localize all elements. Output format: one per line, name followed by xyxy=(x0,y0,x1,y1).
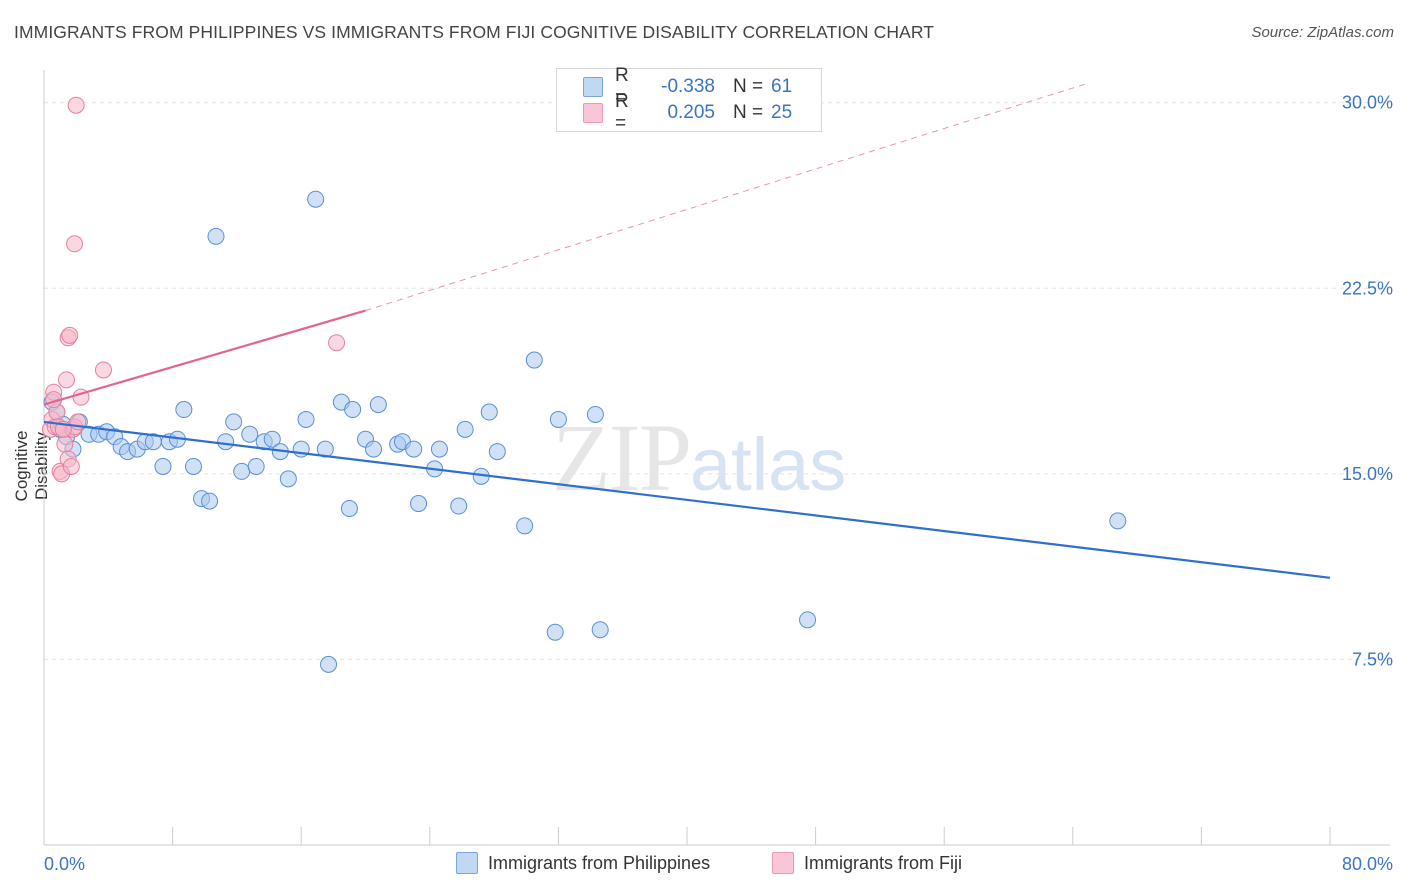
bottom-legend-label-philippines: Immigrants from Philippines xyxy=(488,852,711,873)
x-tick-label: 0.0% xyxy=(44,854,85,874)
watermark-zip: ZIP xyxy=(552,404,692,511)
fiji-point xyxy=(58,371,76,389)
philippines-point xyxy=(316,440,334,458)
philippines-point xyxy=(297,410,315,428)
philippines-point xyxy=(217,433,235,451)
y-tick-label: 22.5% xyxy=(1342,278,1393,298)
legend-r-label: R = xyxy=(615,65,629,108)
philippines-trendline xyxy=(43,420,1331,579)
legend-n-value: 25 xyxy=(771,102,793,123)
fiji-point xyxy=(66,235,84,253)
legend-r-value: 0.205 xyxy=(667,102,715,123)
bottom-legend-fiji: Immigrants from Fiji xyxy=(772,852,962,874)
philippines-point xyxy=(225,413,243,431)
philippines-point xyxy=(488,443,506,461)
philippines-point xyxy=(1109,512,1127,530)
fiji-point xyxy=(328,334,346,352)
philippines-point xyxy=(307,190,325,208)
philippines-point xyxy=(207,227,225,245)
fiji-point xyxy=(62,457,80,475)
philippines-point xyxy=(799,611,817,629)
philippines-point xyxy=(586,405,604,423)
philippines-point xyxy=(201,492,219,510)
fiji-point xyxy=(94,361,112,379)
philippines-point xyxy=(546,623,564,641)
y-tick-label: 15.0% xyxy=(1342,464,1393,484)
philippines-point xyxy=(279,470,297,488)
philippines-point xyxy=(450,497,468,515)
legend-row-fiji: R = 0.205 N = 25 xyxy=(583,91,793,134)
philippines-point xyxy=(549,410,567,428)
philippines-point xyxy=(430,440,448,458)
legend-n-value: 61 xyxy=(771,76,793,97)
philippines-point xyxy=(154,457,172,475)
philippines-point xyxy=(516,517,534,535)
legend-row-philippines: R = -0.338 N = 61 xyxy=(583,65,793,108)
legend-n-label: N = xyxy=(733,76,764,97)
legend-swatch-fiji xyxy=(583,103,603,123)
philippines-point xyxy=(241,425,259,443)
fiji-trendline xyxy=(43,309,366,406)
bottom-legend-swatch-philippines xyxy=(456,852,478,874)
fiji-point xyxy=(61,326,79,344)
watermark: ZIPatlas xyxy=(552,402,846,513)
philippines-point xyxy=(480,403,498,421)
philippines-point xyxy=(591,621,609,639)
legend-swatch-philippines xyxy=(583,77,603,97)
y-tick-label: 7.5% xyxy=(1352,649,1393,669)
bottom-legend-philippines: Immigrants from Philippines xyxy=(456,852,710,874)
philippines-point xyxy=(410,495,428,513)
philippines-point xyxy=(405,440,423,458)
philippines-point xyxy=(233,462,251,480)
legend-r-value: -0.338 xyxy=(661,76,715,97)
philippines-point xyxy=(344,401,362,419)
philippines-point xyxy=(184,457,202,475)
philippines-point xyxy=(456,420,474,438)
legend-n-label: N = xyxy=(733,102,764,123)
legend-r-label: R = xyxy=(615,91,629,134)
bottom-legend-label-fiji: Immigrants from Fiji xyxy=(804,852,963,873)
source-label: Source: ZipAtlas.com xyxy=(1251,24,1394,41)
watermark-atlas: atlas xyxy=(690,423,847,506)
philippines-point xyxy=(340,500,358,518)
philippines-point xyxy=(263,430,281,448)
correlation-legend: R = -0.338 N = 61 R = 0.205 N = 25 xyxy=(556,65,822,134)
bottom-legend-swatch-fiji xyxy=(772,852,794,874)
philippines-point xyxy=(369,396,387,414)
philippines-point xyxy=(320,655,338,673)
philippines-point xyxy=(365,440,383,458)
y-tick-label: 30.0% xyxy=(1342,93,1393,113)
philippines-point xyxy=(175,401,193,419)
chart-title: IMMIGRANTS FROM PHILIPPINES VS IMMIGRANT… xyxy=(14,22,935,42)
philippines-point xyxy=(525,351,543,369)
fiji-point xyxy=(56,435,74,453)
philippines-point xyxy=(247,457,265,475)
x-tick-label: 80.0% xyxy=(1342,854,1393,874)
fiji-point xyxy=(67,96,85,114)
fiji-trendline-extension xyxy=(365,82,1090,312)
